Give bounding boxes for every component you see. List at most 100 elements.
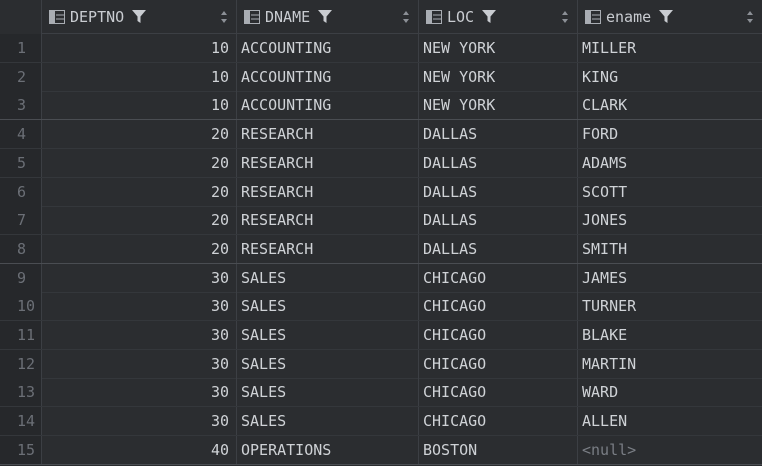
cell-ename[interactable]: <null> [582,440,637,459]
cell-loc[interactable]: NEW YORK [419,62,578,91]
column-header-ename[interactable]: ename [578,0,762,34]
cell-ename[interactable]: MILLER [582,39,637,57]
sort-arrows-icon[interactable] [220,10,228,24]
table-row[interactable]: 14 30 SALES CHICAGO ALLEN [0,407,762,437]
row-number[interactable]: 14 [0,407,42,436]
cell-deptno[interactable]: 10 [42,34,237,62]
row-number[interactable]: 11 [0,321,42,349]
cell-loc[interactable]: CHICAGO [419,292,578,321]
row-number[interactable]: 9 [0,263,42,292]
table-row[interactable]: 5 20 RESEARCH DALLAS ADAMS [0,148,762,178]
table-row[interactable]: 1 10 ACCOUNTING NEW YORK MILLER [0,34,762,63]
cell-loc[interactable]: DALLAS [419,120,578,149]
cell-dname[interactable]: SALES [237,349,419,378]
table-row[interactable]: 9 30 SALES CHICAGO JAMES [0,263,762,293]
cell-ename[interactable]: ALLEN [582,412,628,431]
row-number[interactable]: 5 [0,148,42,177]
table-row[interactable]: 4 20 RESEARCH DALLAS FORD [0,120,762,150]
filter-icon[interactable] [318,9,334,25]
cell-deptno[interactable]: 30 [42,378,237,407]
cell-deptno[interactable]: 20 [42,148,237,177]
cell-ename[interactable]: FORD [582,125,619,144]
table-row[interactable]: 8 20 RESEARCH DALLAS SMITH [0,234,762,264]
row-number[interactable]: 12 [0,349,42,378]
cell-ename[interactable]: JAMES [582,268,628,287]
cell-dname[interactable]: RESEARCH [237,177,419,206]
filter-icon[interactable] [659,9,675,25]
cell-deptno[interactable]: 20 [42,234,237,263]
cell-loc[interactable]: NEW YORK [419,34,578,62]
cell-loc[interactable]: DALLAS [419,206,578,235]
cell-dname[interactable]: SALES [237,321,419,349]
cell-dname[interactable]: RESEARCH [237,148,419,177]
table-row[interactable]: 10 30 SALES CHICAGO TURNER [0,292,762,322]
cell-ename[interactable]: KING [582,67,619,86]
row-number[interactable]: 1 [0,34,42,62]
cell-ename[interactable]: SMITH [582,239,628,258]
cell-dname[interactable]: ACCOUNTING [237,62,419,91]
cell-deptno[interactable]: 30 [42,407,237,436]
cell-deptno[interactable]: 30 [42,321,237,349]
row-number[interactable]: 10 [0,292,42,321]
cell-ename[interactable]: TURNER [582,297,637,316]
filter-icon[interactable] [482,9,498,25]
cell-deptno[interactable]: 30 [42,349,237,378]
row-number[interactable]: 6 [0,177,42,206]
cell-ename[interactable]: WARD [582,383,619,402]
cell-loc[interactable]: NEW YORK [419,91,578,120]
cell-dname[interactable]: ACCOUNTING [237,34,419,62]
row-number[interactable]: 7 [0,206,42,235]
sort-arrows-icon[interactable] [561,10,569,24]
cell-loc[interactable]: CHICAGO [419,378,578,407]
cell-dname[interactable]: SALES [237,378,419,407]
table-row[interactable]: 3 10 ACCOUNTING NEW YORK CLARK [0,91,762,121]
cell-loc[interactable]: CHICAGO [419,349,578,378]
cell-deptno[interactable]: 20 [42,120,237,149]
column-header-deptno[interactable]: DEPTNO [42,0,237,34]
row-number[interactable]: 15 [0,435,42,464]
row-number[interactable]: 8 [0,234,42,263]
row-number[interactable]: 2 [0,62,42,91]
cell-dname[interactable]: SALES [237,407,419,436]
sort-arrows-icon[interactable] [746,10,754,24]
cell-ename[interactable]: BLAKE [582,326,628,344]
table-row[interactable]: 2 10 ACCOUNTING NEW YORK KING [0,62,762,92]
cell-loc[interactable]: CHICAGO [419,263,578,292]
cell-loc[interactable]: CHICAGO [419,407,578,436]
filter-icon[interactable] [132,9,148,25]
cell-dname[interactable]: SALES [237,292,419,321]
sort-arrows-icon[interactable] [402,10,410,24]
table-row[interactable]: 12 30 SALES CHICAGO MARTIN [0,349,762,379]
cell-deptno[interactable]: 20 [42,206,237,235]
cell-loc[interactable]: DALLAS [419,234,578,263]
table-row[interactable]: 15 40 OPERATIONS BOSTON <null> [0,435,762,465]
cell-deptno[interactable]: 30 [42,292,237,321]
cell-dname[interactable]: ACCOUNTING [237,91,419,120]
cell-ename[interactable]: ADAMS [582,153,628,172]
table-row[interactable]: 6 20 RESEARCH DALLAS SCOTT [0,177,762,207]
row-number[interactable]: 13 [0,378,42,407]
column-header-dname[interactable]: DNAME [237,0,419,34]
cell-loc[interactable]: CHICAGO [419,321,578,349]
cell-dname[interactable]: RESEARCH [237,120,419,149]
cell-loc[interactable]: BOSTON [419,435,578,464]
cell-loc[interactable]: DALLAS [419,148,578,177]
row-number[interactable]: 3 [0,91,42,120]
cell-ename[interactable]: MARTIN [582,354,637,373]
cell-deptno[interactable]: 10 [42,62,237,91]
cell-ename[interactable]: CLARK [582,96,628,115]
cell-loc[interactable]: DALLAS [419,177,578,206]
cell-dname[interactable]: RESEARCH [237,206,419,235]
table-row[interactable]: 11 30 SALES CHICAGO BLAKE [0,321,762,350]
column-header-loc[interactable]: LOC [419,0,578,34]
cell-deptno[interactable]: 10 [42,91,237,120]
cell-ename[interactable]: JONES [582,211,628,230]
table-row[interactable]: 13 30 SALES CHICAGO WARD [0,378,762,408]
row-number[interactable]: 4 [0,120,42,149]
cell-deptno[interactable]: 30 [42,263,237,292]
cell-dname[interactable]: OPERATIONS [237,435,419,464]
cell-ename[interactable]: SCOTT [582,182,628,201]
cell-deptno[interactable]: 20 [42,177,237,206]
table-row[interactable]: 7 20 RESEARCH DALLAS JONES [0,206,762,236]
cell-dname[interactable]: SALES [237,263,419,292]
